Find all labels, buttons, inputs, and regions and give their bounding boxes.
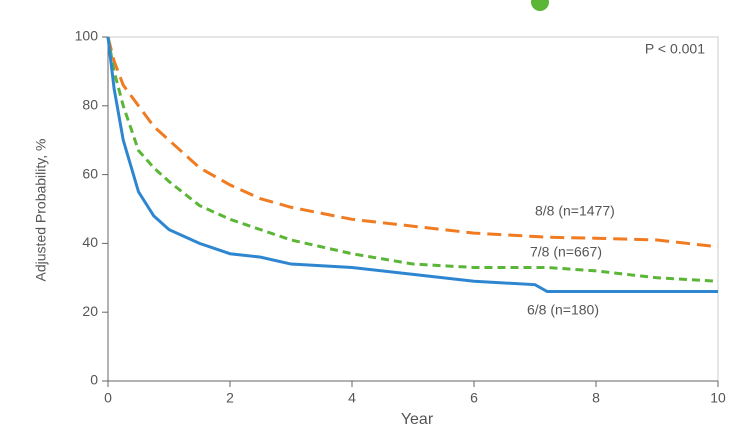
- x-tick-label: 2: [226, 390, 234, 406]
- series-line: [106, 36, 719, 283]
- plot-frame: [107, 36, 719, 382]
- decoration-dot: [531, 0, 549, 11]
- y-tick-label: 80: [82, 97, 98, 113]
- x-axis-title: Year: [401, 411, 434, 428]
- series-line: [106, 36, 718, 294]
- series-label: 6/8 (n=180): [527, 302, 599, 318]
- x-tick-label: 6: [470, 390, 478, 406]
- y-tick-label: 20: [82, 303, 98, 319]
- y-axis-title: Adjusted Probability, %: [33, 139, 49, 282]
- x-tick-label: 0: [104, 390, 112, 406]
- series-line: [106, 36, 719, 249]
- annotation: P < 0.001: [645, 41, 705, 57]
- y-tick-label: 60: [82, 165, 98, 181]
- x-tick-label: 4: [348, 390, 356, 406]
- series-label: 8/8 (n=1477): [535, 203, 615, 219]
- y-tick-label: 40: [82, 234, 98, 250]
- y-tick-label: 0: [90, 372, 98, 388]
- y-tick-label: 100: [75, 28, 99, 44]
- x-tick-label: 8: [592, 390, 600, 406]
- series-label: 7/8 (n=667): [530, 244, 602, 260]
- x-tick-label: 10: [710, 390, 726, 406]
